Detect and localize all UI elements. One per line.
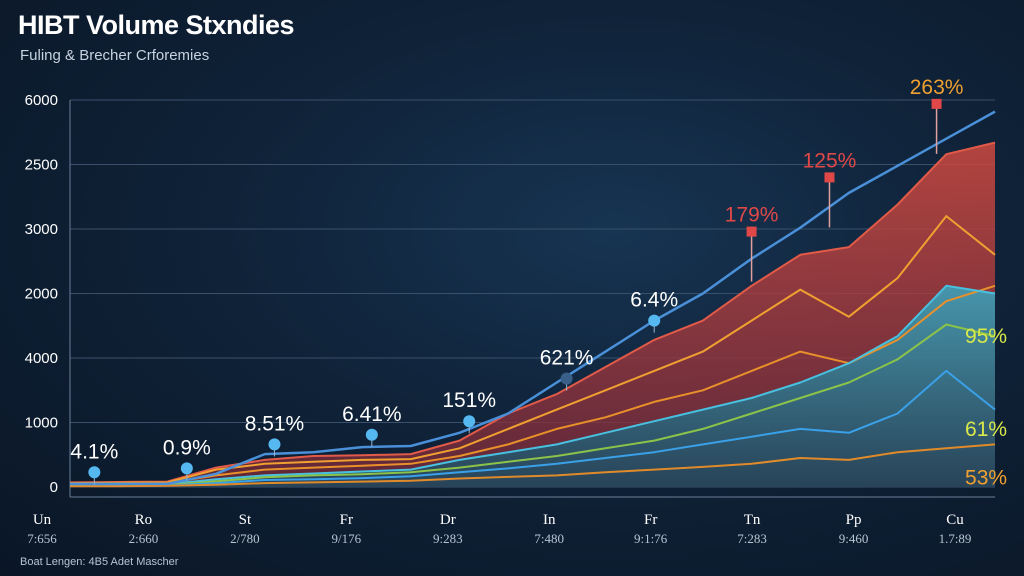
blue-line-lower [70, 369, 996, 487]
annotation-marker [88, 466, 101, 479]
annotation-label: 53% [965, 466, 1007, 489]
x-tick-label: Tn [744, 512, 761, 528]
x-tick-label: Cu [946, 512, 964, 528]
annotation-label: 8.51% [245, 412, 305, 435]
annotation-label: 6.4% [630, 289, 678, 312]
x-tick-label: In [543, 512, 556, 528]
blue-trend-line [70, 110, 996, 486]
annotation-label: 95% [965, 325, 1007, 348]
x-tick-label: St [239, 512, 252, 528]
x-tick-sublabel: 9:1:76 [634, 531, 668, 546]
x-tick-sublabel: 9:283 [433, 531, 463, 546]
y-tick-label: 0 [50, 479, 58, 496]
annotation-marker [463, 415, 476, 428]
area-series [70, 142, 995, 487]
x-tick-label: Fr [340, 512, 353, 528]
annotation-label: 0.9% [163, 436, 211, 459]
annotation-marker [746, 226, 757, 237]
annotations: 4.1% 0.9% 8.51% 6.41% 151% 621% 6.4% 179% 125% 26… [70, 76, 1007, 489]
x-tick-sublabel: 7:283 [737, 531, 767, 546]
x-tick-sublabel: 7:656 [27, 531, 57, 546]
x-tick-label: Ro [135, 512, 153, 528]
teal-area-top [70, 284, 996, 486]
orange-line-low [70, 443, 996, 488]
annotation-label: 179% [725, 204, 779, 227]
x-tick-label: Dr [440, 512, 456, 528]
annotation-marker [180, 462, 193, 475]
chart-title: HIBT Volume Stxndies [18, 10, 295, 40]
chart-footer: Boat Lengen: 4B5 Adet Mascher [20, 556, 179, 568]
x-tick-label: Fr [644, 512, 657, 528]
annotation-label: 151% [442, 389, 496, 412]
x-tick-sublabel: 1.7:89 [939, 531, 972, 546]
annotation-marker [648, 314, 661, 327]
line-series [69, 110, 996, 488]
red-area-top [69, 141, 996, 484]
x-axis: Un 7:656 Ro 2:660 St 2/780 Fr 9/176 Dr 9:283 In 7:4… [27, 496, 995, 546]
x-tick-label: Un [33, 512, 52, 528]
y-tick-label: 6000 [25, 92, 58, 109]
chart-subtitle: Fuling & Brecher Crforemies [20, 47, 210, 64]
x-tick-label: Pp [846, 512, 862, 528]
annotation-marker [824, 172, 835, 183]
annotation-label: 61% [965, 418, 1007, 441]
annotation-marker [931, 98, 942, 109]
y-tick-label: 4000 [25, 350, 58, 367]
x-tick-sublabel: 9:460 [839, 531, 869, 546]
annotation-marker [365, 428, 378, 441]
annotation-marker [560, 372, 573, 385]
orange-line-upper [69, 215, 996, 485]
y-tick-label: 3000 [25, 221, 58, 238]
y-tick-label: 1000 [25, 415, 58, 432]
teal-area [70, 285, 995, 487]
x-tick-sublabel: 2/780 [230, 531, 260, 546]
x-tick-sublabel: 7:480 [534, 531, 564, 546]
y-axis: 6000 2500 3000 2000 4000 1000 0 [25, 92, 71, 497]
annotation-label: 125% [803, 149, 857, 172]
annotation-label: 263% [910, 76, 964, 99]
y-tick-label: 2500 [25, 157, 58, 174]
annotation-label: 621% [540, 347, 594, 370]
annotation-marker [268, 438, 281, 451]
y-tick-label: 2000 [25, 286, 58, 303]
annotation-label: 4.1% [70, 440, 118, 463]
orange-line-mid [69, 284, 996, 485]
x-tick-sublabel: 9/176 [332, 531, 362, 546]
annotation-label: 6.41% [342, 403, 402, 426]
green-line [70, 323, 996, 487]
x-tick-sublabel: 2:660 [129, 531, 159, 546]
